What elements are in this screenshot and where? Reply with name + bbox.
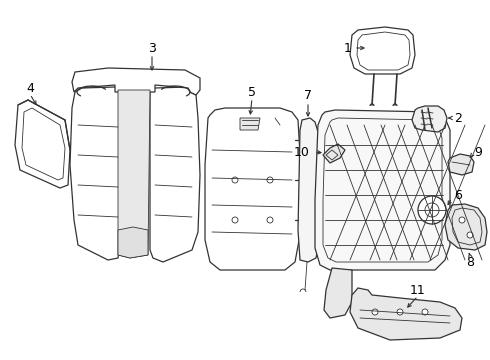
Polygon shape: [298, 118, 318, 262]
Circle shape: [467, 232, 473, 238]
Circle shape: [422, 309, 428, 315]
Circle shape: [459, 217, 465, 223]
Text: 4: 4: [26, 81, 34, 95]
Polygon shape: [72, 68, 200, 95]
Circle shape: [232, 217, 238, 223]
Polygon shape: [15, 100, 70, 188]
Polygon shape: [412, 106, 447, 132]
Polygon shape: [315, 110, 450, 270]
Text: 6: 6: [454, 189, 462, 202]
Polygon shape: [70, 87, 120, 260]
Text: 1: 1: [344, 41, 352, 54]
Circle shape: [418, 196, 446, 224]
Text: 11: 11: [410, 284, 426, 297]
Text: 9: 9: [474, 145, 482, 158]
Polygon shape: [150, 87, 200, 262]
Circle shape: [372, 309, 378, 315]
Polygon shape: [350, 288, 462, 340]
Polygon shape: [445, 204, 487, 250]
Polygon shape: [350, 27, 415, 74]
Polygon shape: [118, 90, 150, 258]
Polygon shape: [205, 108, 300, 270]
Text: 10: 10: [294, 145, 310, 158]
Polygon shape: [324, 268, 352, 318]
Text: 5: 5: [248, 86, 256, 99]
Polygon shape: [448, 154, 474, 175]
Circle shape: [425, 203, 439, 217]
Circle shape: [232, 177, 238, 183]
Polygon shape: [240, 118, 260, 130]
Text: 8: 8: [466, 256, 474, 269]
Circle shape: [267, 177, 273, 183]
Text: 2: 2: [454, 112, 462, 125]
Polygon shape: [118, 227, 148, 258]
Circle shape: [267, 217, 273, 223]
Text: 3: 3: [148, 41, 156, 54]
Polygon shape: [323, 144, 345, 163]
Circle shape: [397, 309, 403, 315]
Text: 7: 7: [304, 89, 312, 102]
